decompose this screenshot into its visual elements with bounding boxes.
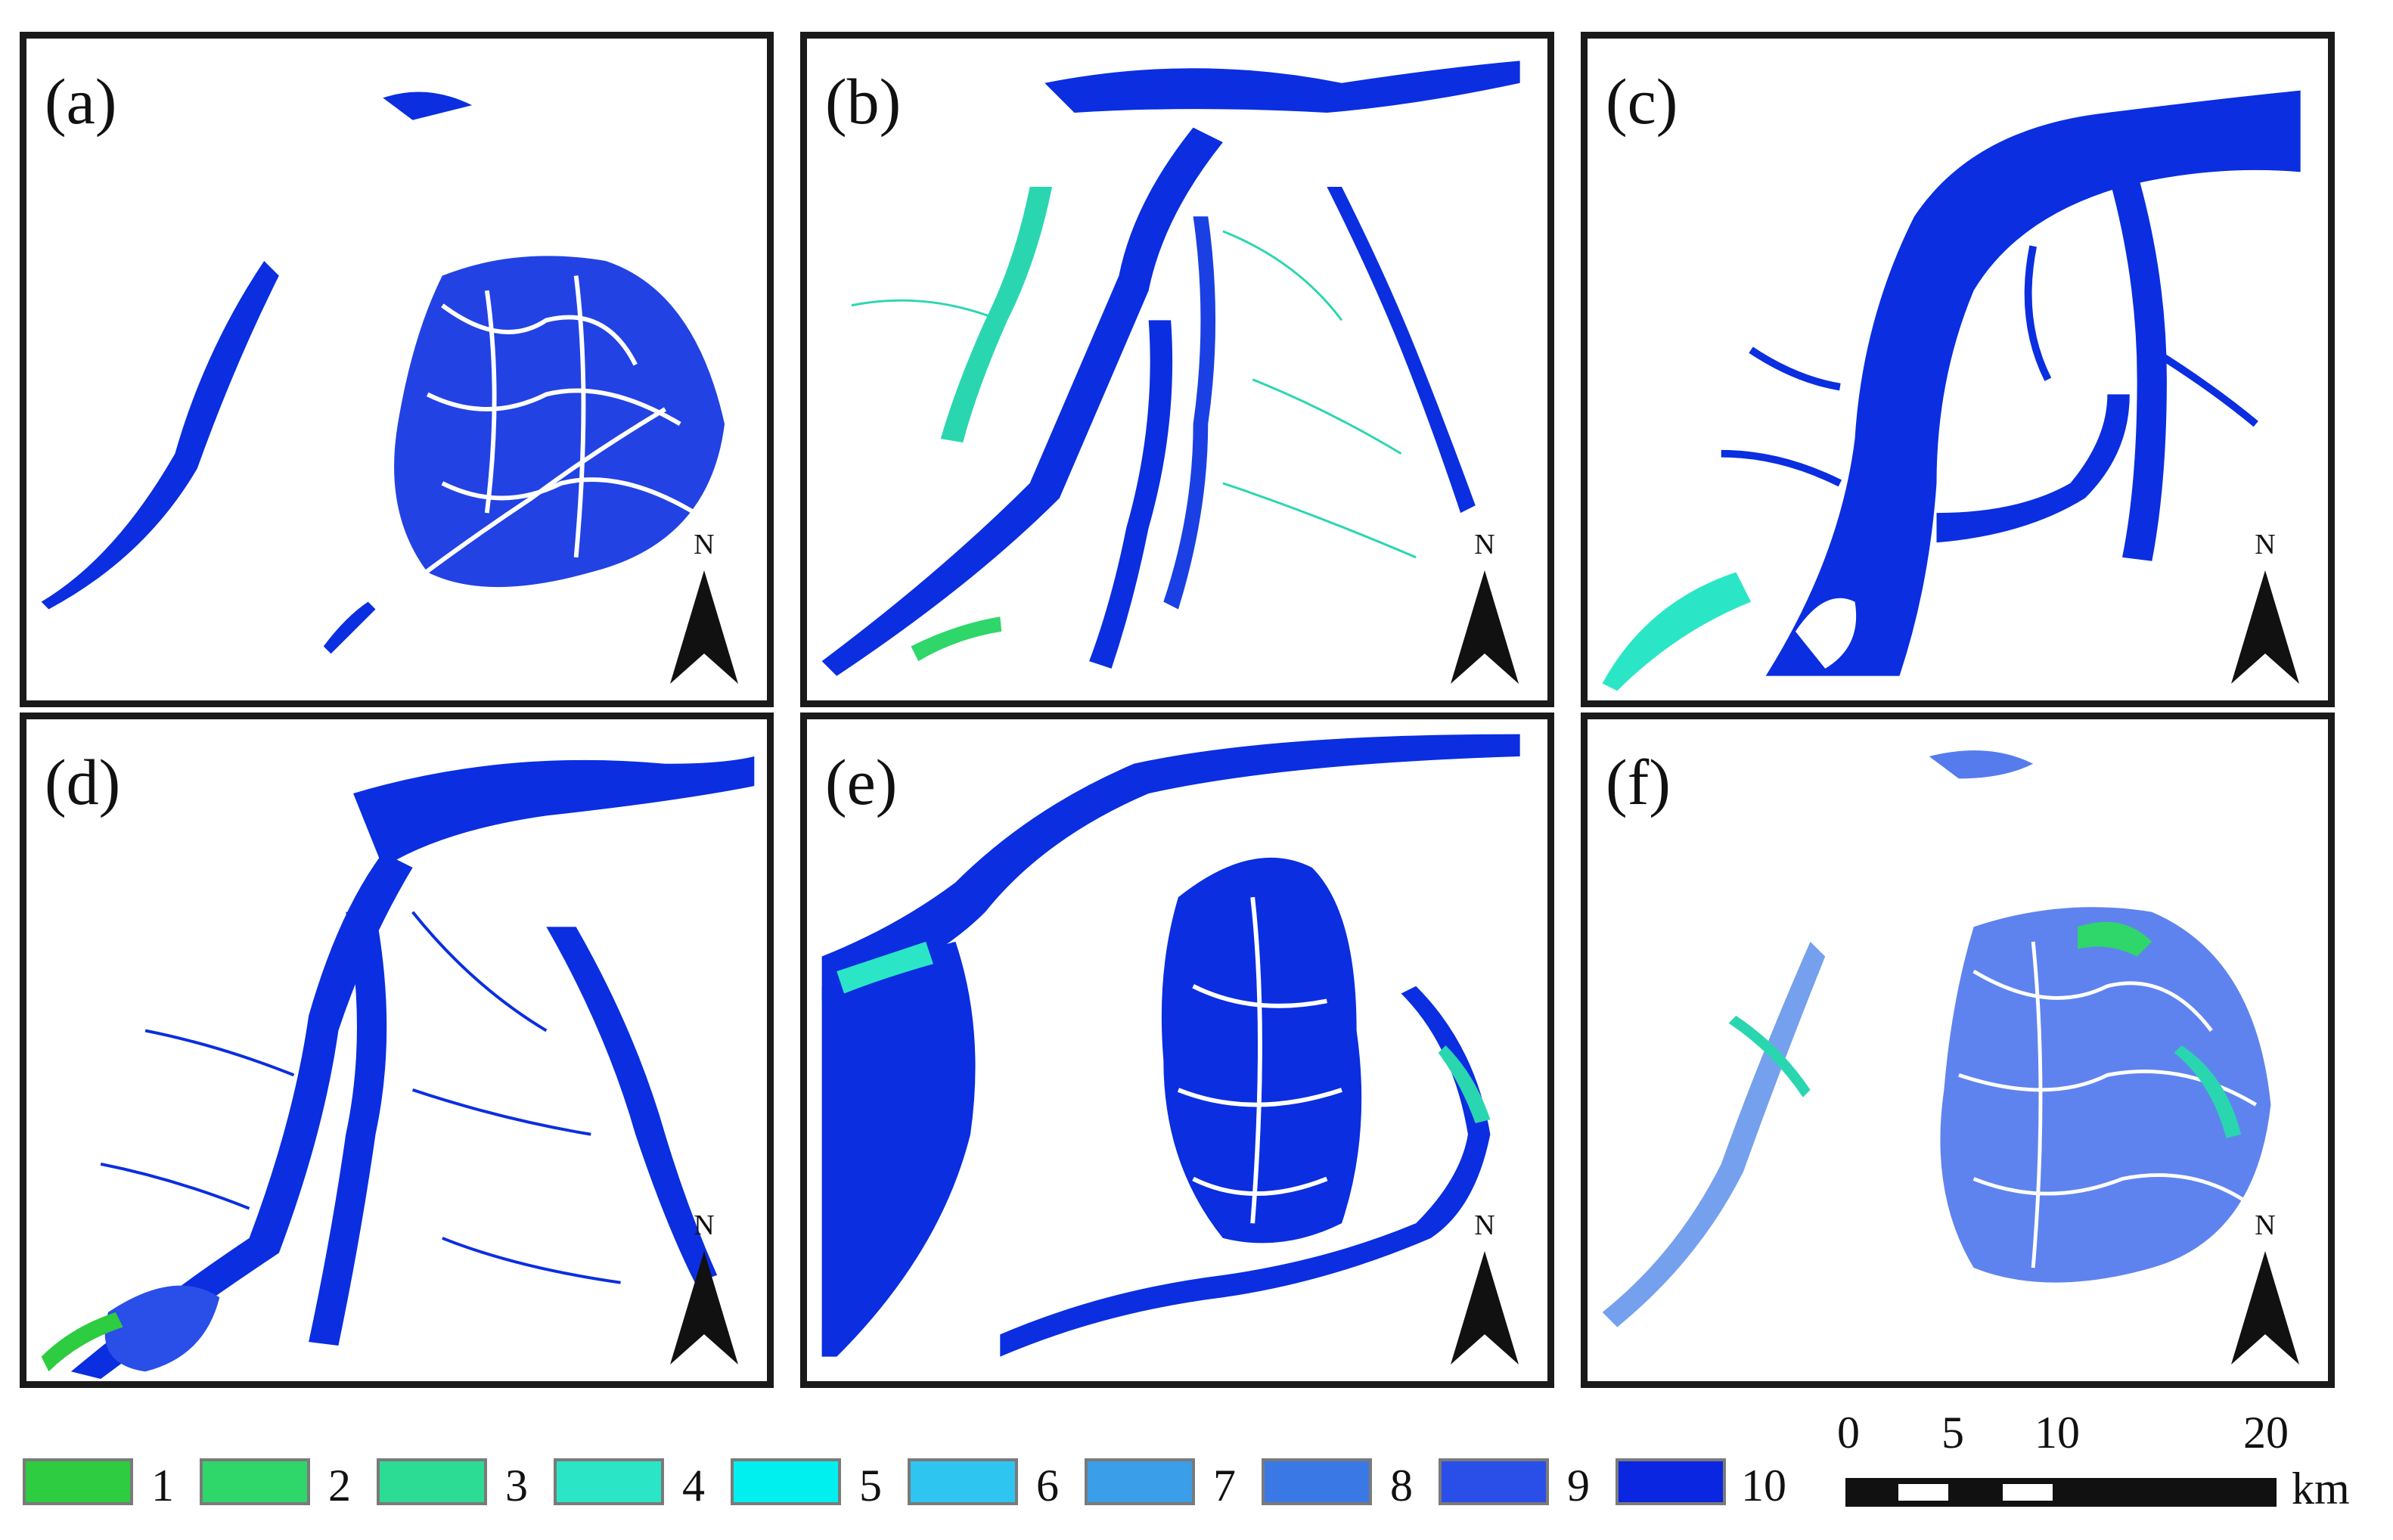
north-arrow-icon (670, 570, 738, 684)
legend-swatch (908, 1458, 1018, 1505)
scale-bar: 0 5 10 20 km (1837, 1407, 2382, 1535)
legend-label: 5 (859, 1461, 882, 1511)
legend-label: 1 (151, 1461, 174, 1511)
north-arrow: N (1443, 528, 1526, 687)
panel-a: (a) N (20, 32, 774, 707)
legend-label: 9 (1567, 1461, 1590, 1511)
water-map-c (1602, 90, 2301, 691)
legend-swatch (1085, 1458, 1195, 1505)
north-letter: N (694, 1209, 715, 1241)
legend-swatch (554, 1458, 664, 1505)
legend-label: 3 (505, 1461, 528, 1511)
north-letter: N (694, 529, 715, 560)
legend-swatch (200, 1458, 310, 1505)
legend-swatch (23, 1458, 133, 1505)
legend-label: 8 (1390, 1461, 1413, 1511)
north-arrow: N (2224, 1209, 2307, 1368)
water-map-f (1602, 750, 2271, 1327)
legend-label: 2 (328, 1461, 351, 1511)
panel-label: (d) (45, 746, 121, 818)
north-arrow: N (663, 1209, 746, 1368)
panel-b: (b) N (800, 32, 1554, 707)
legend-swatch (1262, 1458, 1372, 1505)
north-arrow-icon (2231, 570, 2299, 684)
scale-tick: 0 (1837, 1408, 1860, 1458)
north-arrow-icon (2231, 1251, 2299, 1365)
panel-label: (f) (1606, 746, 1671, 818)
north-letter: N (1474, 1209, 1495, 1241)
north-arrow: N (2224, 528, 2307, 687)
legend-swatch (1616, 1458, 1726, 1505)
north-letter: N (2255, 1209, 2276, 1241)
legend-label: 6 (1036, 1461, 1059, 1511)
north-arrow-icon (1451, 570, 1519, 684)
water-map-e (821, 734, 1520, 1357)
panel-e: (e) N (800, 713, 1554, 1388)
legend-label: 4 (682, 1461, 705, 1511)
scale-tick: 10 (2035, 1408, 2080, 1458)
legend-swatch (377, 1458, 487, 1505)
scale-tick: 5 (1941, 1408, 1964, 1458)
scale-unit: km (2292, 1464, 2350, 1514)
north-arrow: N (1443, 1209, 1526, 1368)
panel-label: (b) (825, 65, 902, 138)
panel-d: (d) N (20, 713, 774, 1388)
north-letter: N (2255, 529, 2276, 560)
panel-label: (e) (825, 746, 898, 818)
panel-f: (f) N (1581, 713, 2335, 1388)
scale-bar-graphic (1845, 1478, 2277, 1507)
legend-swatch (1439, 1458, 1549, 1505)
panel-label: (a) (45, 65, 117, 138)
water-map-d (41, 756, 755, 1380)
water-map-a (41, 92, 725, 654)
legend-label: 7 (1213, 1461, 1236, 1511)
legend-swatch (731, 1458, 841, 1505)
scale-tick: 20 (2243, 1408, 2289, 1458)
north-arrow-icon (670, 1251, 738, 1365)
north-arrow: N (663, 528, 746, 687)
panel-label: (c) (1606, 65, 1678, 138)
water-map-b (821, 61, 1520, 676)
legend-label: 10 (1741, 1461, 1786, 1511)
north-letter: N (1474, 529, 1495, 560)
panel-c: (c) N (1581, 32, 2335, 707)
north-arrow-icon (1451, 1251, 1519, 1365)
